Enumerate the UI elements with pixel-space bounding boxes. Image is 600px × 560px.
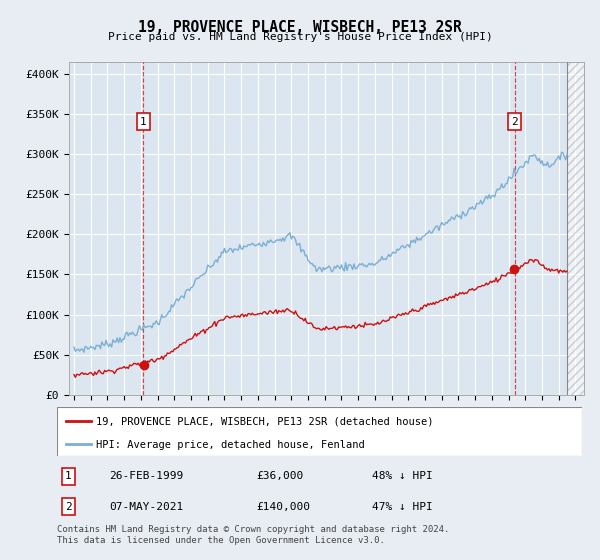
Text: Price paid vs. HM Land Registry's House Price Index (HPI): Price paid vs. HM Land Registry's House … (107, 32, 493, 43)
Text: £140,000: £140,000 (257, 502, 311, 512)
Text: Contains HM Land Registry data © Crown copyright and database right 2024.
This d: Contains HM Land Registry data © Crown c… (57, 525, 449, 545)
Text: 47% ↓ HPI: 47% ↓ HPI (372, 502, 433, 512)
Text: 19, PROVENCE PLACE, WISBECH, PE13 2SR (detached house): 19, PROVENCE PLACE, WISBECH, PE13 2SR (d… (97, 417, 434, 427)
Text: 07-MAY-2021: 07-MAY-2021 (110, 502, 184, 512)
Text: 1: 1 (140, 117, 147, 127)
Text: £36,000: £36,000 (257, 471, 304, 481)
Bar (567, 62, 584, 395)
Text: HPI: Average price, detached house, Fenland: HPI: Average price, detached house, Fenl… (97, 440, 365, 450)
Text: 19, PROVENCE PLACE, WISBECH, PE13 2SR: 19, PROVENCE PLACE, WISBECH, PE13 2SR (138, 20, 462, 35)
FancyBboxPatch shape (57, 407, 582, 456)
Text: 1: 1 (65, 471, 72, 481)
Text: 2: 2 (511, 117, 518, 127)
Text: 48% ↓ HPI: 48% ↓ HPI (372, 471, 433, 481)
Text: 2: 2 (65, 502, 72, 512)
Text: 26-FEB-1999: 26-FEB-1999 (110, 471, 184, 481)
